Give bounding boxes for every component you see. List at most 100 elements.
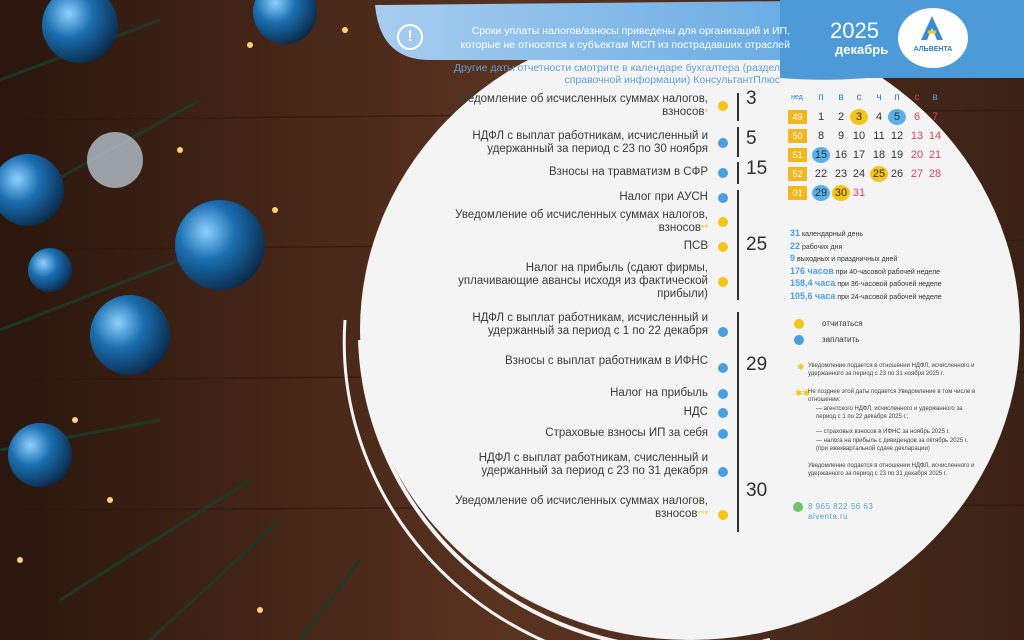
calendar-day[interactable]: 14 bbox=[928, 130, 942, 142]
stat-label: рабочих дня bbox=[801, 243, 843, 251]
calendar-day[interactable]: 5 bbox=[888, 109, 906, 125]
website-link[interactable]: alventa.ru bbox=[808, 512, 849, 521]
calendar-day[interactable]: 18 bbox=[872, 149, 886, 161]
report-dot bbox=[718, 101, 728, 111]
calendar-day[interactable]: 27 bbox=[910, 168, 924, 180]
schedule-item: Страховые взносы ИП за себя bbox=[448, 427, 708, 440]
calendar-day[interactable]: 9 bbox=[837, 130, 845, 142]
schedule-item-text: Взносы на травматизм в СФР bbox=[548, 166, 708, 178]
calendar-day[interactable]: 1 bbox=[817, 111, 825, 123]
stat-line: 158,4 часа при 36-часовой рабочей неделе bbox=[790, 278, 942, 288]
schedule-item: Налог на прибыль bbox=[448, 387, 708, 400]
schedule-item-text: Уведомление об исчисленных суммах налого… bbox=[455, 93, 708, 118]
pay-dot bbox=[718, 363, 728, 373]
calendar-day[interactable]: 31 bbox=[852, 187, 866, 199]
weekday-header: в bbox=[838, 92, 844, 103]
due-day: 25 bbox=[746, 234, 768, 255]
stat-label: календарный день bbox=[801, 231, 864, 238]
schedule-item-text: Налог на прибыль (сдают фирмы, уплачиваю… bbox=[458, 262, 708, 300]
weekday-header: с bbox=[914, 92, 920, 103]
stat-label: при 40-часовой рабочей неделе bbox=[835, 268, 941, 276]
calendar-day[interactable]: 22 bbox=[814, 168, 828, 180]
calendar-day[interactable]: 6 bbox=[913, 111, 921, 123]
calendar-day[interactable]: 11 bbox=[873, 130, 885, 142]
brand-name: АЛЬВЕНТА bbox=[913, 46, 953, 53]
pay-dot bbox=[718, 138, 728, 148]
ornament-ball bbox=[42, 0, 118, 63]
schedule-item-text: Налог при АУСН bbox=[619, 191, 708, 203]
schedule-item: НДФЛ с выплат работникам, исчисленный и … bbox=[448, 312, 708, 338]
schedule-item-text: Налог на прибыль bbox=[610, 387, 708, 399]
consultant-note: Другие даты отчетности смотрите в календ… bbox=[453, 62, 780, 86]
calendar-day[interactable]: 28 bbox=[928, 168, 942, 180]
calendar-day[interactable]: 16 bbox=[834, 149, 848, 161]
schedule-item: Уведомление об исчисленных суммах налого… bbox=[448, 209, 708, 235]
calendar-day[interactable]: 7 bbox=[931, 111, 939, 123]
calendar-day[interactable]: 8 bbox=[817, 130, 825, 142]
logo-a-icon bbox=[921, 16, 943, 40]
schedule-item: Уведомление об исчисленных суммах налого… bbox=[448, 93, 708, 119]
calendar-day[interactable]: 25 bbox=[870, 166, 888, 182]
calendar-day[interactable]: 23 bbox=[834, 168, 848, 180]
calendar-day[interactable]: 15 bbox=[812, 147, 830, 163]
schedule-item-text: НДФЛ с выплат работникам, исчисленный и … bbox=[472, 312, 708, 337]
stat-value: 158,4 часа bbox=[790, 278, 836, 288]
calendar-day[interactable]: 17 bbox=[852, 149, 866, 161]
calendar-day[interactable]: 13 bbox=[910, 130, 924, 142]
schedule-item-text: НДФЛ с выплат работникам, исчисленный и … bbox=[472, 130, 708, 155]
schedule-item: Налог при АУСН bbox=[448, 191, 708, 204]
footnote-2a: — агентского НДФЛ, исчисленного и удержа… bbox=[816, 406, 963, 420]
calendar-day[interactable]: 19 bbox=[890, 149, 904, 161]
calendar-day[interactable]: 29 bbox=[812, 185, 830, 201]
schedule-item-text: Взносы с выплат работникам в ИФНС bbox=[504, 355, 708, 367]
week-number: 01 bbox=[788, 186, 807, 200]
calendar-day[interactable]: 12 bbox=[890, 130, 904, 142]
due-day: 3 bbox=[746, 88, 757, 109]
day-divider bbox=[737, 190, 739, 300]
month-label: декабрь bbox=[835, 42, 889, 57]
day-divider bbox=[737, 452, 739, 532]
report-dot bbox=[718, 509, 728, 520]
phone-number[interactable]: 8 965 822 56 63 bbox=[808, 502, 874, 511]
whatsapp-icon bbox=[793, 502, 803, 512]
calendar-day[interactable]: 21 bbox=[928, 149, 942, 161]
schedule-item: НДС bbox=[448, 406, 708, 419]
schedule-item: Уведомление об исчисленных суммах налого… bbox=[448, 495, 708, 521]
brand-logo bbox=[898, 8, 968, 68]
footnote-1: Уведомление подается в отношении НДФЛ, и… bbox=[808, 363, 975, 377]
day-divider bbox=[737, 93, 739, 121]
calendar-day[interactable]: 2 bbox=[837, 111, 845, 123]
stat-line: 31 календарный день bbox=[790, 228, 863, 238]
week-column-header: нед bbox=[791, 94, 803, 101]
report-dot bbox=[718, 217, 728, 227]
footnote-2: Не позднее этой даты подается Уведомлени… bbox=[808, 389, 976, 403]
due-day: 29 bbox=[746, 354, 768, 375]
report-legend-dot bbox=[794, 319, 804, 329]
calendar-day[interactable]: 10 bbox=[852, 130, 866, 142]
pay-dot bbox=[718, 428, 728, 439]
calendar-day[interactable]: 30 bbox=[832, 185, 850, 201]
footnote-2c: — налога на прибыль с дивидендов за октя… bbox=[816, 438, 968, 452]
due-day: 30 bbox=[746, 480, 768, 501]
stat-line: 105,6 часа при 24-часовой рабочей неделе bbox=[790, 291, 942, 301]
week-number: 50 bbox=[788, 129, 807, 143]
stat-value: 176 часов bbox=[790, 265, 834, 276]
warning-icon: ! bbox=[397, 24, 423, 50]
stat-value: 105,6 часа bbox=[790, 290, 836, 301]
pay-dot bbox=[718, 388, 728, 399]
weekday-header: п bbox=[894, 92, 900, 103]
stat-value: 9 bbox=[790, 253, 796, 263]
calendar-day[interactable]: 3 bbox=[850, 109, 868, 125]
schedule-item: НДФЛ с выплат работникам, исчисленный и … bbox=[448, 130, 708, 156]
stat-value: 31 bbox=[790, 228, 801, 238]
calendar-day[interactable]: 26 bbox=[890, 168, 904, 180]
calendar-day[interactable]: 24 bbox=[852, 168, 866, 180]
due-day: 15 bbox=[746, 158, 768, 179]
calendar-day[interactable]: 4 bbox=[875, 111, 883, 123]
note-star-1: ✱ bbox=[797, 362, 805, 372]
calendar-day[interactable]: 20 bbox=[910, 149, 924, 161]
schedule-item: Взносы с выплат работникам в ИФНС bbox=[448, 355, 708, 368]
schedule-item: ПСВ bbox=[448, 240, 708, 253]
note-star-2: ✱✱ bbox=[795, 388, 811, 398]
